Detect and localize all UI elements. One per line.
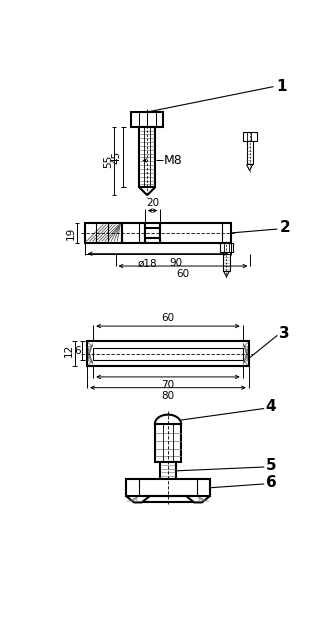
Bar [145, 228, 160, 238]
Bar [127, 479, 209, 496]
Text: 2: 2 [280, 220, 290, 235]
Bar [155, 424, 181, 463]
Text: 5: 5 [266, 458, 276, 473]
Text: 70: 70 [162, 380, 174, 390]
Bar [122, 223, 145, 243]
Text: 80: 80 [162, 391, 174, 401]
Text: 60: 60 [162, 313, 174, 323]
Text: 6: 6 [266, 475, 276, 490]
Text: 4: 4 [266, 399, 276, 415]
Text: M8: M8 [164, 154, 183, 167]
Bar [131, 112, 164, 128]
Text: ø18: ø18 [138, 258, 157, 269]
Bar [87, 341, 249, 366]
Text: 6: 6 [74, 346, 81, 356]
Bar [243, 132, 256, 142]
Bar [85, 223, 122, 243]
Bar [160, 223, 231, 243]
Text: 12: 12 [64, 344, 74, 357]
Bar [140, 128, 155, 188]
Bar [220, 243, 233, 252]
Bar [246, 142, 253, 164]
Text: 45: 45 [112, 151, 122, 164]
Text: 20: 20 [146, 198, 159, 207]
Text: 90: 90 [169, 258, 182, 269]
Text: 55: 55 [103, 155, 113, 168]
Text: 60: 60 [176, 269, 189, 279]
Text: 19: 19 [66, 226, 76, 240]
Text: 1: 1 [276, 79, 287, 94]
Text: 3: 3 [279, 326, 289, 341]
Bar [223, 252, 229, 270]
Bar [93, 348, 243, 360]
Bar [160, 463, 176, 479]
